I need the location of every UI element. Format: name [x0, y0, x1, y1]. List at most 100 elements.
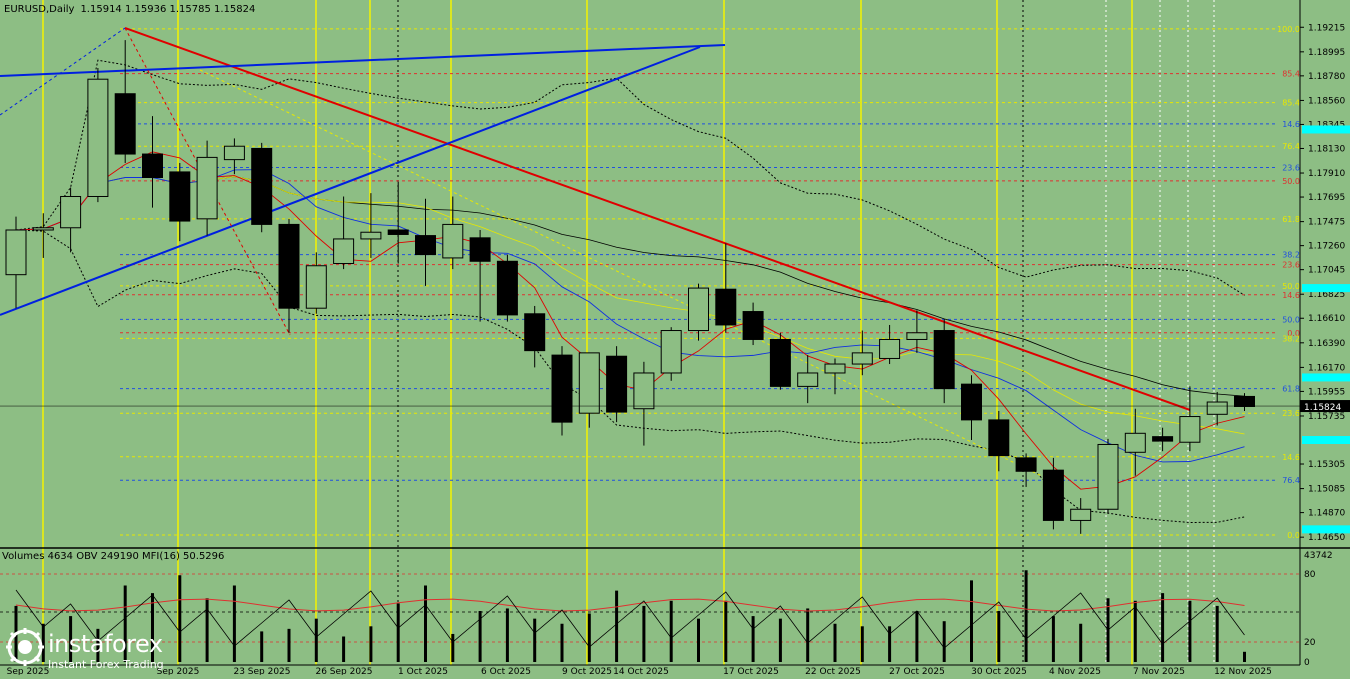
- time-tick-label: 12 Nov 2025: [1214, 667, 1272, 675]
- fib-level-label: 0.0: [1287, 329, 1300, 338]
- mfi-line: [15, 598, 1245, 612]
- price-tick-label: 1.15955: [1308, 387, 1345, 397]
- fib-level-label: 50.0: [1282, 282, 1300, 291]
- time-tick-label: 30 Oct 2025: [971, 667, 1027, 675]
- obv-line: [15, 589, 1245, 649]
- bear-candle: [715, 288, 737, 326]
- upper-band-line: [15, 59, 1245, 296]
- ma-mid-line: [15, 176, 1245, 435]
- fib-level-label: 0.0: [1287, 531, 1300, 540]
- fib-level-label: 14.6: [1282, 453, 1300, 462]
- instaforex-watermark: instaforex Instant Forex Trading: [6, 628, 186, 672]
- indicator-title: Volumes 4634 OBV 249190 MFI(16) 50.5296: [2, 551, 224, 562]
- bull-candle: [305, 265, 327, 309]
- bear-candle: [933, 330, 955, 390]
- blue-dotted-fan-line: [0, 27, 126, 116]
- fib-level-label: 61.8: [1282, 215, 1300, 224]
- price-tick-label: 1.19215: [1308, 23, 1345, 33]
- price-tick-label: 1.15735: [1308, 412, 1345, 422]
- price-tick-label: 1.17910: [1308, 169, 1345, 179]
- bear-candle: [606, 355, 628, 413]
- price-tick-label: 1.18345: [1308, 120, 1345, 130]
- bear-candle: [415, 235, 436, 256]
- price-level-marker: [1302, 525, 1350, 534]
- bear-candle: [496, 260, 518, 316]
- bull-candle: [1097, 443, 1119, 510]
- time-tick-label: Sep 2025: [7, 667, 50, 675]
- price-tick-label: 1.16390: [1308, 339, 1345, 349]
- bear-candle: [1042, 469, 1064, 521]
- bull-candle: [1206, 401, 1228, 415]
- time-tick-label: 9 Oct 2025: [562, 667, 612, 675]
- price-tick-label: 1.18560: [1308, 96, 1345, 106]
- time-tick-label: 7 Nov 2025: [1133, 667, 1185, 675]
- bull-candle: [60, 195, 82, 229]
- bear-candle: [114, 93, 136, 155]
- bear-candle: [1234, 395, 1255, 407]
- price-tick-label: 1.17695: [1308, 193, 1345, 203]
- price-tick-label: 1.17260: [1308, 242, 1345, 252]
- bull-candle: [633, 372, 655, 410]
- bull-candle: [851, 352, 873, 365]
- bull-candle: [196, 156, 218, 220]
- bear-candle: [142, 153, 163, 179]
- fib-level-label: 14.6: [1282, 120, 1300, 129]
- bull-candle: [1179, 416, 1201, 443]
- bear-candle: [742, 311, 764, 340]
- watermark-tagline: Instant Forex Trading: [48, 658, 164, 671]
- bear-candle: [387, 229, 409, 235]
- bull-candle: [87, 78, 109, 197]
- bull-candle: [333, 238, 355, 265]
- fib-level-label: 76.4: [1282, 142, 1300, 151]
- price-tick-label: 1.15305: [1308, 460, 1345, 470]
- yellow-dotted-fan-line: [199, 69, 1051, 481]
- indicator-axis-label: 0: [1304, 658, 1310, 668]
- time-tick-label: 22 Oct 2025: [805, 667, 861, 675]
- ma-short-line: [15, 151, 1245, 490]
- price-tick-label: 1.16170: [1308, 363, 1345, 373]
- price-level-marker: [1302, 436, 1350, 444]
- bull-candle: [824, 363, 846, 374]
- time-tick-label: 23 Sep 2025: [233, 667, 290, 675]
- fib-level-label: 76.4: [1282, 476, 1300, 485]
- time-tick-label: 1 Oct 2025: [398, 667, 448, 675]
- blue-trend-line: [0, 44, 726, 77]
- bear-candle: [988, 419, 1010, 457]
- bear-candle: [1152, 436, 1174, 442]
- time-tick-label: 14 Oct 2025: [613, 667, 669, 675]
- fib-level-label: 85.4: [1282, 70, 1300, 79]
- bull-candle: [660, 330, 682, 374]
- bull-candle: [1124, 432, 1146, 453]
- watermark-brand: instaforex: [48, 630, 163, 658]
- fib-level-label: 14.6: [1282, 291, 1300, 300]
- price-level-marker: [1302, 125, 1350, 134]
- indicator-axis-label: 80: [1304, 570, 1316, 580]
- fib-level-label: 85.4: [1282, 99, 1300, 108]
- bear-candle: [961, 383, 982, 421]
- current-price-box: [1300, 400, 1350, 413]
- price-tick-label: 1.17475: [1308, 218, 1345, 228]
- price-tick-label: 1.14870: [1308, 509, 1345, 519]
- time-tick-label: 4 Nov 2025: [1049, 667, 1101, 675]
- fib-level-label: 100.0: [1277, 25, 1300, 34]
- price-level-marker: [1302, 373, 1350, 382]
- bull-candle: [797, 372, 819, 387]
- fib-level-label: 50.0: [1282, 177, 1300, 186]
- bull-candle: [32, 227, 54, 231]
- price-tick-label: 1.18995: [1308, 48, 1345, 58]
- price-tick-label: 1.16825: [1308, 290, 1345, 300]
- bull-candle: [1070, 508, 1092, 521]
- indicator-axis-label: 20: [1304, 638, 1316, 648]
- price-tick-label: 1.18130: [1308, 144, 1345, 154]
- time-tick-label: 26 Sep 2025: [315, 667, 372, 675]
- bull-candle: [906, 332, 928, 340]
- bear-candle: [1015, 457, 1037, 472]
- bear-candle: [278, 223, 300, 309]
- bear-candle: [169, 171, 191, 222]
- bull-candle: [442, 223, 464, 259]
- bear-candle: [769, 338, 791, 387]
- price-level-marker: [1302, 284, 1350, 293]
- blue-support-line: [0, 46, 701, 316]
- bull-candle: [578, 352, 600, 414]
- time-tick-label: 27 Oct 2025: [889, 667, 945, 675]
